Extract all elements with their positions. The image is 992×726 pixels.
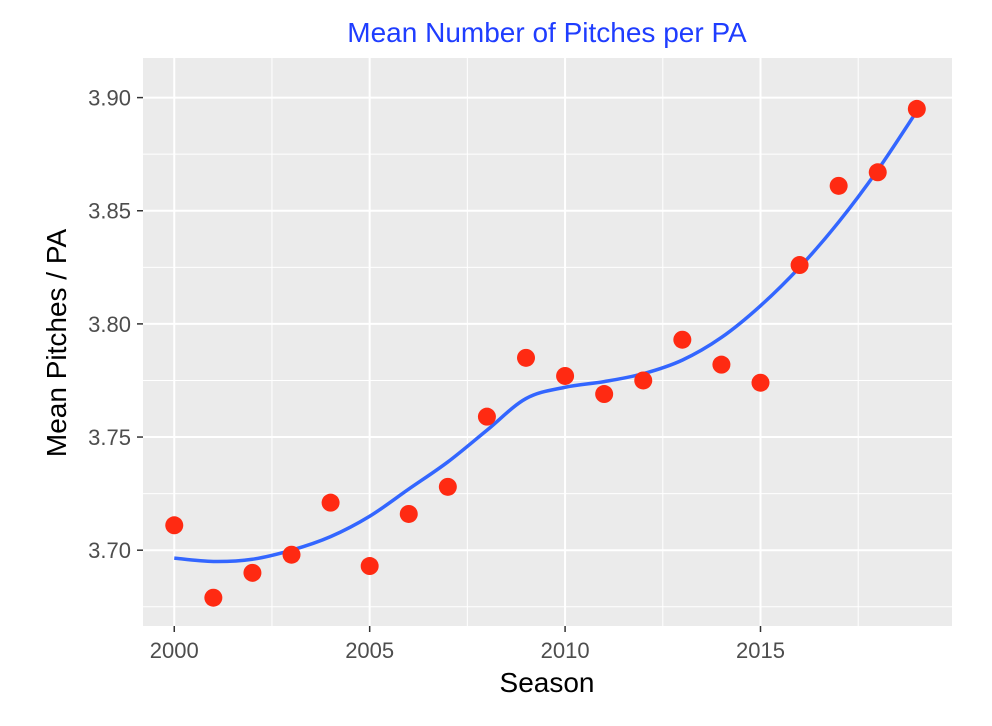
data-points — [165, 99, 926, 607]
data-point-2016 — [790, 256, 809, 275]
data-point-2004 — [321, 493, 340, 512]
x-tick-label: 2005 — [345, 638, 394, 663]
data-point-2013 — [673, 330, 692, 349]
data-point-2002 — [243, 563, 262, 582]
data-point-2003 — [282, 545, 301, 564]
major-gridlines — [143, 58, 952, 626]
y-tick-label: 3.70 — [88, 538, 131, 563]
x-tick-label: 2010 — [541, 638, 590, 663]
data-point-2007 — [438, 477, 457, 496]
data-point-2008 — [477, 407, 496, 426]
minor-gridlines — [143, 58, 952, 626]
plot-panel — [143, 58, 952, 626]
x-axis-title: Season — [500, 667, 595, 698]
data-point-2018 — [868, 163, 887, 182]
data-point-2011 — [595, 385, 614, 404]
data-point-2015 — [751, 373, 770, 392]
y-tick-label: 3.80 — [88, 312, 131, 337]
data-point-2001 — [204, 588, 223, 607]
data-point-2014 — [712, 355, 731, 374]
data-point-2019 — [907, 99, 926, 118]
chart-title: Mean Number of Pitches per PA — [347, 17, 747, 48]
data-point-2000 — [165, 516, 184, 535]
y-axis-title: Mean Pitches / PA — [41, 229, 72, 458]
data-point-2009 — [517, 348, 536, 367]
y-tick-label: 3.90 — [88, 86, 131, 111]
x-axis-ticks: 2000 2005 2010 2015 — [150, 626, 785, 663]
y-axis-ticks: 3.70 3.75 3.80 3.85 3.90 — [88, 86, 143, 563]
x-tick-label: 2015 — [736, 638, 785, 663]
data-point-2005 — [360, 557, 379, 576]
data-point-2017 — [829, 176, 848, 195]
data-point-2010 — [556, 366, 575, 385]
y-tick-label: 3.75 — [88, 425, 131, 450]
x-tick-label: 2000 — [150, 638, 199, 663]
data-point-2006 — [399, 504, 418, 523]
data-point-2012 — [634, 371, 653, 390]
y-tick-label: 3.85 — [88, 199, 131, 224]
